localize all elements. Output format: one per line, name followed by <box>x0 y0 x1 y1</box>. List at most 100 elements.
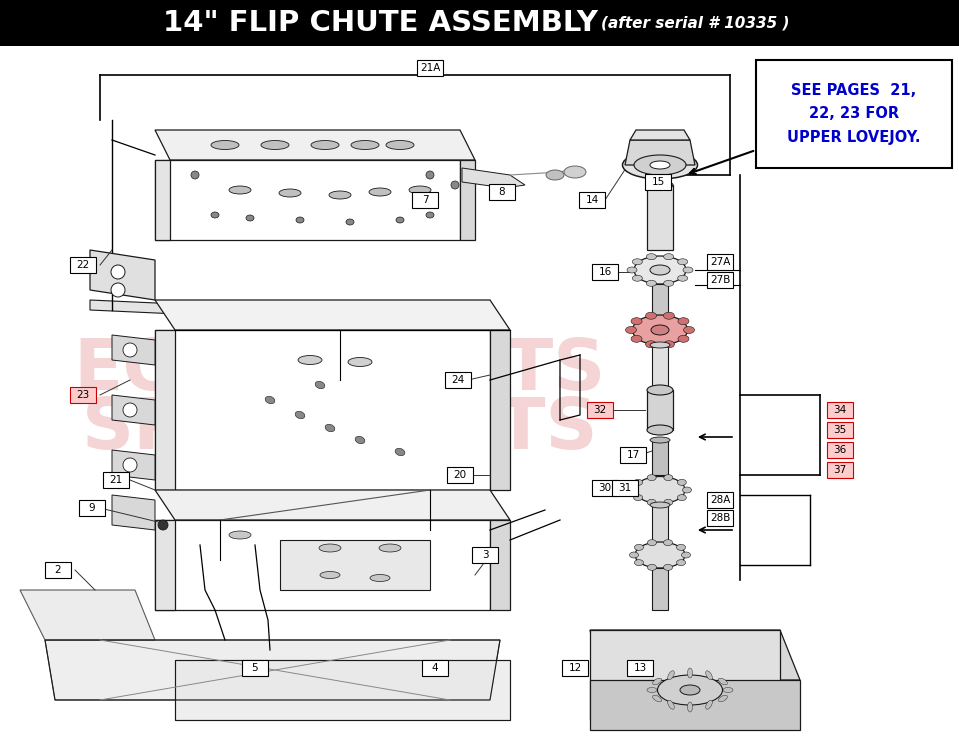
Bar <box>827 462 853 478</box>
Text: 21A: 21A <box>420 63 440 73</box>
Ellipse shape <box>647 565 657 571</box>
Text: SPECIALISTS: SPECIALISTS <box>82 395 598 465</box>
Text: 20: 20 <box>454 470 467 480</box>
Bar <box>79 500 105 516</box>
Polygon shape <box>652 568 668 610</box>
Ellipse shape <box>688 668 692 678</box>
Ellipse shape <box>631 318 642 325</box>
Ellipse shape <box>688 702 692 712</box>
Polygon shape <box>20 590 155 640</box>
Ellipse shape <box>652 695 662 702</box>
Polygon shape <box>652 284 668 320</box>
Ellipse shape <box>664 280 673 286</box>
Text: 15: 15 <box>651 177 665 187</box>
Ellipse shape <box>295 411 305 419</box>
Bar <box>756 60 952 168</box>
Polygon shape <box>652 440 668 475</box>
Ellipse shape <box>664 254 673 260</box>
Ellipse shape <box>676 545 686 551</box>
Ellipse shape <box>667 671 674 680</box>
Bar <box>422 660 448 676</box>
Ellipse shape <box>647 499 656 505</box>
Ellipse shape <box>664 565 672 571</box>
Circle shape <box>111 283 125 297</box>
Bar <box>827 422 853 438</box>
Polygon shape <box>490 520 510 610</box>
Polygon shape <box>155 490 510 520</box>
Ellipse shape <box>723 688 733 692</box>
Bar <box>645 174 671 190</box>
Text: 24: 24 <box>452 375 464 385</box>
Text: EQUIPMENTS: EQUIPMENTS <box>74 336 606 404</box>
Text: 28A: 28A <box>710 495 730 505</box>
Ellipse shape <box>395 448 405 456</box>
Polygon shape <box>155 300 510 330</box>
Ellipse shape <box>635 477 685 504</box>
Ellipse shape <box>229 186 251 194</box>
Bar <box>827 442 853 458</box>
Ellipse shape <box>261 140 289 149</box>
Polygon shape <box>45 640 500 700</box>
Ellipse shape <box>316 381 325 389</box>
Ellipse shape <box>650 265 670 275</box>
Ellipse shape <box>647 474 656 480</box>
Ellipse shape <box>635 560 643 565</box>
Polygon shape <box>90 300 200 315</box>
Ellipse shape <box>718 695 728 702</box>
Bar <box>489 184 515 200</box>
Ellipse shape <box>684 327 694 333</box>
Ellipse shape <box>647 539 657 545</box>
Bar <box>587 402 613 418</box>
Ellipse shape <box>650 502 670 508</box>
Text: 9: 9 <box>88 503 95 513</box>
Bar <box>627 660 653 676</box>
Ellipse shape <box>325 424 335 432</box>
Polygon shape <box>460 160 475 240</box>
Text: SEE PAGES  21,
22, 23 FOR
UPPER LOVEJOY.: SEE PAGES 21, 22, 23 FOR UPPER LOVEJOY. <box>787 83 921 145</box>
Ellipse shape <box>718 678 728 685</box>
Ellipse shape <box>664 499 673 505</box>
Text: 31: 31 <box>619 483 632 493</box>
Ellipse shape <box>647 385 673 395</box>
Ellipse shape <box>627 267 637 273</box>
Ellipse shape <box>632 259 643 265</box>
Ellipse shape <box>680 685 700 695</box>
Text: 22: 22 <box>77 260 89 270</box>
Ellipse shape <box>683 487 691 493</box>
Ellipse shape <box>682 552 690 558</box>
Bar <box>103 472 129 488</box>
Ellipse shape <box>676 560 686 565</box>
Text: 4: 4 <box>432 663 438 673</box>
Text: 3: 3 <box>481 550 488 560</box>
Ellipse shape <box>634 495 643 501</box>
Bar <box>242 660 268 676</box>
Bar <box>707 272 733 288</box>
Ellipse shape <box>658 675 722 705</box>
Polygon shape <box>590 680 800 730</box>
Ellipse shape <box>677 495 687 501</box>
Ellipse shape <box>677 480 687 486</box>
Bar <box>707 492 733 508</box>
Ellipse shape <box>426 212 434 218</box>
Polygon shape <box>155 330 175 490</box>
Bar <box>592 264 618 280</box>
Text: 12: 12 <box>569 663 581 673</box>
Ellipse shape <box>265 396 275 404</box>
Text: 32: 32 <box>594 405 607 415</box>
Ellipse shape <box>211 212 219 218</box>
Ellipse shape <box>229 531 251 539</box>
Text: 8: 8 <box>499 187 505 197</box>
Ellipse shape <box>678 275 688 281</box>
Ellipse shape <box>355 436 364 444</box>
Circle shape <box>191 171 199 179</box>
Polygon shape <box>652 505 668 545</box>
Ellipse shape <box>678 259 688 265</box>
Ellipse shape <box>647 425 673 435</box>
Ellipse shape <box>629 552 639 558</box>
Ellipse shape <box>647 181 673 189</box>
Ellipse shape <box>564 166 586 178</box>
Text: 23: 23 <box>77 390 89 400</box>
Polygon shape <box>590 630 800 680</box>
Circle shape <box>123 403 137 417</box>
Ellipse shape <box>631 335 642 342</box>
